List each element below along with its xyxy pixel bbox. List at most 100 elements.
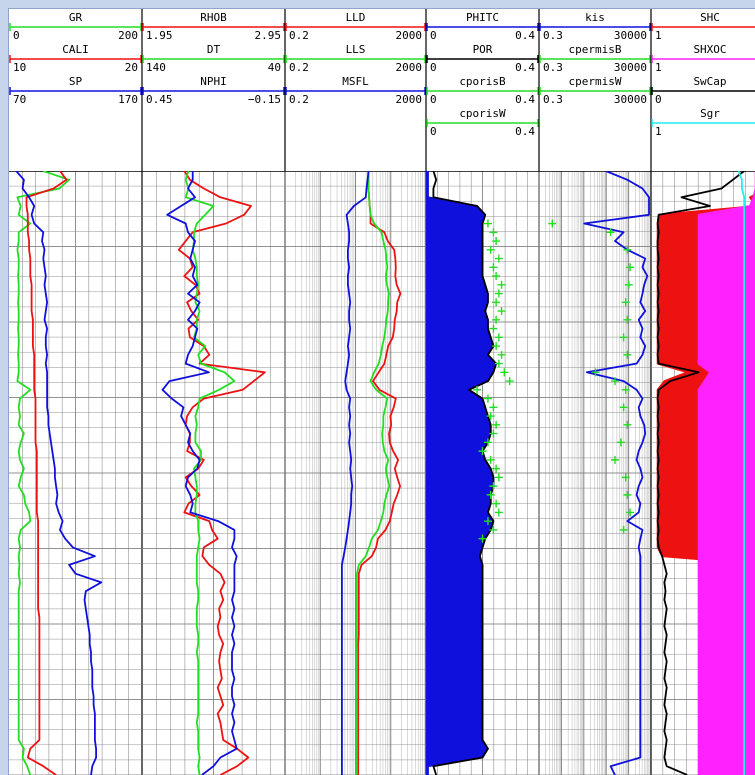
point-cporisb — [494, 254, 503, 263]
series-gr — [16, 170, 70, 775]
point-cporisb — [492, 237, 501, 246]
point-cporisw — [483, 438, 492, 447]
point-cpermisw — [623, 420, 632, 429]
point-cpermisw — [619, 525, 628, 534]
series-kis — [583, 170, 650, 775]
point-cpermisw — [621, 473, 630, 482]
curve-max-label: 30000 — [614, 61, 647, 74]
point-cporisw — [483, 517, 492, 526]
curve-label: cporisB — [459, 75, 506, 88]
point-cporisb — [505, 377, 514, 386]
curve-min-label: 0 — [430, 29, 437, 42]
point-cporisw — [489, 429, 498, 438]
curve-label: SHXOC — [693, 43, 726, 56]
curve-min-label: 70 — [13, 93, 26, 106]
curve-min-label: 0.3 — [543, 93, 563, 106]
point-cporisw — [494, 473, 503, 482]
point-cpermisb — [623, 315, 632, 324]
point-cpermisb — [621, 298, 630, 307]
curve-label: LLD — [346, 11, 366, 24]
point-cpermisb — [611, 377, 620, 386]
curve-min-label: 0 — [430, 61, 437, 74]
curve-label: CALI — [62, 43, 89, 56]
curve-label: LLS — [346, 43, 366, 56]
curve-max-label: 170 — [118, 93, 138, 106]
curve-min-label: 140 — [146, 61, 166, 74]
point-cporisw — [489, 482, 498, 491]
point-cporisb — [486, 245, 495, 254]
curve-min-label: 0 — [655, 93, 662, 106]
point-cporisw — [486, 455, 495, 464]
point-cporisw — [489, 525, 498, 534]
point-cporisw — [492, 420, 501, 429]
curve-max-label: 40 — [268, 61, 281, 74]
point-cporisb — [492, 298, 501, 307]
curve-min-label: 0 — [13, 29, 20, 42]
curve-label: DT — [207, 43, 221, 56]
curve-max-label: 20 — [125, 61, 138, 74]
curve-min-label: 0 — [430, 125, 437, 138]
curve-label: cporisW — [459, 107, 506, 120]
point-cporisb — [497, 307, 506, 316]
curve-label: SHC — [700, 11, 720, 24]
point-cpermisb — [621, 385, 630, 394]
point-cpermisb — [591, 368, 600, 377]
curve-max-label: 0.4 — [515, 93, 535, 106]
curve-max-label: 2000 — [396, 61, 423, 74]
curve-min-label: 0.45 — [146, 93, 173, 106]
series-fill-shxoc — [698, 190, 755, 775]
point-cpermisb — [623, 245, 632, 254]
point-cpermisb — [626, 263, 635, 272]
series-shxoc — [697, 171, 755, 775]
point-cpermisb — [623, 350, 632, 359]
curve-max-label: 2000 — [396, 93, 423, 106]
point-cporisb — [497, 350, 506, 359]
point-cporisw — [489, 403, 498, 412]
well-log-chart: GR 0 200 CALI 10 20 SP 70 170 RHOB 1.95 2.95 DT 140 40… — [8, 8, 755, 775]
point-cporisb — [492, 315, 501, 324]
point-cporisb — [489, 228, 498, 237]
curve-min-label: 1 — [655, 29, 662, 42]
point-cporisw — [492, 499, 501, 508]
curve-label: cpermisW — [569, 75, 622, 88]
series-nphi — [161, 171, 238, 775]
curve-min-label: 0.3 — [543, 29, 563, 42]
series-swcap — [656, 170, 745, 775]
series-sp — [15, 170, 103, 775]
curve-max-label: 0.4 — [515, 125, 535, 138]
point-cporisb — [473, 385, 482, 394]
curve-max-label: 200 — [118, 29, 138, 42]
point-cpermisw — [623, 490, 632, 499]
curve-label: POR — [473, 43, 493, 56]
point-cporisw — [486, 412, 495, 421]
series-cali — [25, 170, 68, 775]
curve-min-label: 0.3 — [543, 61, 563, 74]
curve-layer — [15, 170, 755, 775]
header-background — [9, 9, 755, 171]
point-cporisb — [494, 333, 503, 342]
curve-max-label: 2.95 — [255, 29, 282, 42]
point-cporisb — [489, 263, 498, 272]
point-cporisw — [486, 490, 495, 499]
curve-label: cpermisB — [569, 43, 622, 56]
curve-label: Sgr — [700, 107, 720, 120]
point-cpermisb — [548, 219, 557, 228]
curve-min-label: 1.95 — [146, 29, 173, 42]
point-cporisb — [483, 219, 492, 228]
series-msfl — [341, 170, 370, 775]
curve-label: SwCap — [693, 75, 726, 88]
series-lld — [357, 171, 402, 775]
curve-max-label: −0.15 — [248, 93, 281, 106]
curve-min-label: 1 — [655, 61, 662, 74]
curve-max-label: 0.4 — [515, 61, 535, 74]
point-cpermisb — [624, 280, 633, 289]
point-cporisw — [478, 534, 487, 543]
curve-label: PHITC — [466, 11, 499, 24]
curve-min-label: 0.2 — [289, 61, 309, 74]
curve-max-label: 2000 — [396, 29, 423, 42]
curve-max-label: 0.4 — [515, 29, 535, 42]
point-cporisb — [494, 289, 503, 298]
series-fill-phitc — [426, 171, 497, 775]
